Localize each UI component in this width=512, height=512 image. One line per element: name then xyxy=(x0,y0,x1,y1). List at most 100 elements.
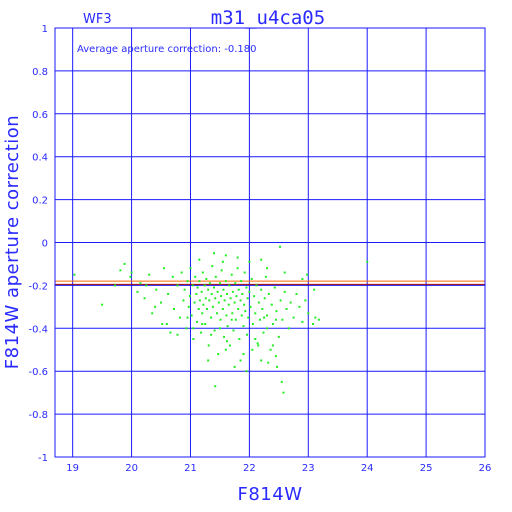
data-point xyxy=(188,295,191,298)
data-point xyxy=(232,329,235,332)
data-point xyxy=(313,288,316,291)
data-point xyxy=(220,295,223,298)
y-tick-label: 0.6 xyxy=(32,110,48,121)
data-point xyxy=(279,245,282,248)
data-point xyxy=(185,327,188,330)
data-point xyxy=(160,301,163,304)
data-point xyxy=(240,314,243,317)
data-point xyxy=(270,303,273,306)
data-point xyxy=(171,275,174,278)
y-tick-label: 0.2 xyxy=(32,196,48,207)
data-point xyxy=(246,333,249,336)
data-point xyxy=(213,329,216,332)
data-point xyxy=(228,344,231,347)
data-point xyxy=(176,284,179,287)
data-point xyxy=(236,267,239,270)
data-point xyxy=(230,318,233,321)
y-tick-label: 1 xyxy=(42,24,48,35)
data-point xyxy=(219,318,222,321)
data-point xyxy=(237,288,240,291)
data-point xyxy=(151,312,154,315)
data-point xyxy=(183,288,186,291)
data-point xyxy=(247,316,250,319)
data-point xyxy=(274,355,277,358)
data-point xyxy=(204,297,207,300)
data-point xyxy=(257,344,260,347)
data-point xyxy=(226,325,229,328)
data-point xyxy=(197,307,200,310)
data-point xyxy=(202,303,205,306)
data-point xyxy=(201,323,204,326)
data-point xyxy=(187,305,190,308)
data-point xyxy=(304,299,307,302)
data-point xyxy=(123,262,126,265)
data-point xyxy=(211,305,214,308)
data-point xyxy=(266,327,269,330)
data-point xyxy=(208,299,211,302)
data-point xyxy=(162,267,165,270)
data-point xyxy=(287,327,290,330)
average-correction-annotation: Average aperture correction: -0.180 xyxy=(77,44,257,55)
y-tick-label: -0.4 xyxy=(28,324,48,335)
data-point xyxy=(298,305,301,308)
data-point xyxy=(200,331,203,334)
data-point xyxy=(245,370,248,373)
data-point xyxy=(182,299,185,302)
data-point xyxy=(239,359,242,362)
data-point xyxy=(203,284,206,287)
data-point xyxy=(221,307,224,310)
data-point xyxy=(186,280,189,283)
data-point xyxy=(215,312,218,315)
data-point xyxy=(155,288,158,291)
data-point xyxy=(280,380,283,383)
data-point xyxy=(213,252,216,255)
data-point xyxy=(267,292,270,295)
data-point xyxy=(165,323,168,326)
data-points xyxy=(73,245,369,394)
data-point xyxy=(119,269,122,272)
data-point xyxy=(281,318,284,321)
data-point xyxy=(224,280,227,283)
x-tick-label: 24 xyxy=(361,463,374,474)
data-point xyxy=(176,333,179,336)
data-point xyxy=(307,312,310,315)
data-point xyxy=(306,273,309,276)
grid xyxy=(55,27,486,458)
data-point xyxy=(231,312,234,315)
data-point xyxy=(301,320,304,323)
y-tick-label: -0.8 xyxy=(28,410,48,421)
plot-frame xyxy=(54,27,486,458)
data-point xyxy=(275,310,278,313)
data-point xyxy=(237,307,240,310)
data-point xyxy=(207,344,210,347)
x-tick-label: 21 xyxy=(184,463,197,474)
data-point xyxy=(244,310,247,313)
data-point xyxy=(236,256,239,259)
data-point xyxy=(289,301,292,304)
data-point xyxy=(207,288,210,291)
y-tick-label: -0.6 xyxy=(28,367,48,378)
data-point xyxy=(234,282,237,285)
data-point xyxy=(271,323,274,326)
data-point xyxy=(195,320,198,323)
data-point xyxy=(208,282,211,285)
data-point xyxy=(200,290,203,293)
panel-label: WF3 xyxy=(83,12,112,27)
data-point xyxy=(222,288,225,291)
data-point xyxy=(254,312,257,315)
data-point xyxy=(205,307,208,310)
data-point xyxy=(224,254,227,257)
data-point xyxy=(312,323,314,326)
y-tick-labels: 1 0.8 0.6 0.4 0.2 0 -0.2 -0.4 -0.6 -0.8 -1 xyxy=(28,24,48,464)
data-point xyxy=(218,327,221,330)
data-point xyxy=(214,275,217,278)
data-point xyxy=(248,290,251,293)
data-point xyxy=(257,301,260,304)
data-point xyxy=(129,275,132,278)
x-tick-label: 22 xyxy=(243,463,256,474)
data-point xyxy=(242,353,245,356)
data-point xyxy=(295,292,298,295)
data-point xyxy=(214,297,217,300)
data-point xyxy=(228,284,231,287)
data-point xyxy=(242,325,245,328)
